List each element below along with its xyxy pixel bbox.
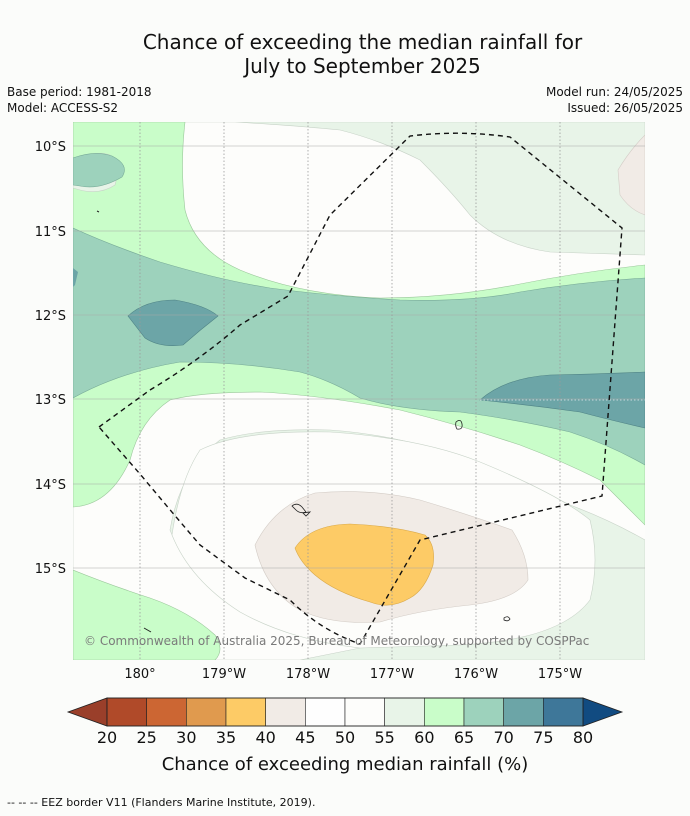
colorbar-tick-label: 75	[533, 728, 553, 747]
contour-layer: © Commonwealth of Australia 2025, Bureau…	[73, 122, 645, 660]
colorbar-label: Chance of exceeding median rainfall (%)	[162, 754, 529, 775]
lon-label-178w: 178°W	[286, 667, 330, 682]
title-line-1: Chance of exceeding the median rainfall …	[142, 30, 583, 54]
colorbar-tick-label: 20	[97, 728, 117, 747]
colorbar-tick-label: 35	[216, 728, 236, 747]
copyright-text: © Commonwealth of Australia 2025, Bureau…	[84, 634, 589, 648]
contour-35-40	[294, 523, 434, 606]
colorbar-tick-label: 50	[335, 728, 355, 747]
colorbar-cell	[146, 697, 187, 727]
colorbar-cell	[186, 697, 227, 727]
base-period: Base period: 1981-2018	[7, 85, 152, 99]
contour-40-45-ne	[617, 134, 645, 216]
map-title: Chance of exceeding the median rainfall …	[0, 30, 690, 78]
colorbar-tick-label: 65	[454, 728, 474, 747]
meta-left: Base period: 1981-2018 Model: ACCESS-S2	[7, 84, 152, 116]
contour-65-70	[73, 227, 645, 466]
contour-60-65-south	[73, 569, 221, 660]
eez-border	[97, 132, 623, 645]
lat-label-12s: 12°S	[35, 309, 66, 324]
island-group	[291, 503, 312, 517]
colorbar-cell	[503, 697, 544, 727]
contour-70-75-east	[479, 371, 645, 429]
colorbar-cell	[305, 697, 346, 727]
island-small	[503, 616, 511, 622]
lon-label-176w: 176°W	[454, 667, 498, 682]
colorbar-cell	[384, 697, 425, 727]
model-name: Model: ACCESS-S2	[7, 101, 119, 115]
colorbar-cell	[463, 697, 504, 727]
colorbar-cell	[265, 697, 306, 727]
eez-footnote: -- -- -- EEZ border V11 (Flanders Marine…	[7, 796, 316, 809]
colorbar-tick-label: 60	[414, 728, 434, 747]
colorbar-tick-label: 40	[255, 728, 275, 747]
island-east	[455, 420, 463, 430]
gridlines	[73, 145, 645, 569]
lon-label-180: 180°	[124, 667, 155, 682]
contour-65-70-nw	[73, 153, 125, 188]
lat-label-10s: 10°S	[35, 140, 66, 155]
lat-label-15s: 15°S	[35, 562, 66, 577]
lat-label-13s: 13°S	[35, 393, 66, 408]
colorbar-tick-label: 80	[573, 728, 593, 747]
colorbar-tick-label: 30	[176, 728, 196, 747]
lat-label-14s: 14°S	[35, 478, 66, 493]
island-north	[96, 210, 100, 213]
colorbar-cell	[225, 697, 266, 727]
colorbar-tick-label: 70	[493, 728, 513, 747]
colorbar-under-arrow	[66, 697, 108, 727]
lon-label-175w: 175°W	[538, 667, 582, 682]
title-line-2: July to September 2025	[244, 54, 481, 78]
island-sw	[143, 627, 152, 633]
colorbar-tick-label: 25	[136, 728, 156, 747]
meta-right: Model run: 24/05/2025 Issued: 26/05/2025	[546, 84, 683, 116]
lon-label-177w: 177°W	[370, 667, 414, 682]
colorbar-cell	[344, 697, 385, 727]
colorbar: 20 25 30 35 40 45 50 55 60 65 70 75 80 Chance of exc…	[66, 697, 624, 775]
lat-label-11s: 11°S	[35, 225, 66, 240]
lon-label-179w: 179°W	[202, 667, 246, 682]
contour-70-75-west	[127, 299, 219, 346]
colorbar-cell	[106, 697, 147, 727]
colorbar-cell	[424, 697, 465, 727]
contour-55-60-top	[73, 122, 645, 256]
model-run: Model run: 24/05/2025	[545, 85, 683, 99]
colorbar-tick-label: 45	[295, 728, 315, 747]
colorbar-cell	[543, 697, 584, 727]
colorbar-over-arrow	[582, 697, 624, 727]
issued-date: Issued: 26/05/2025	[567, 101, 683, 115]
contour-70-75-edge	[73, 268, 78, 287]
colorbar-tick-label: 55	[374, 728, 394, 747]
